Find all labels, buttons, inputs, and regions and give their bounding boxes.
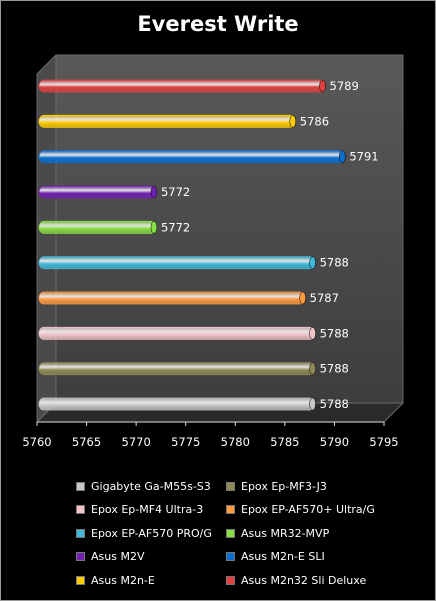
x-tick-label: 5785 — [270, 435, 299, 449]
bar-end-cap — [309, 397, 316, 411]
bar-value-label: 5786 — [300, 114, 329, 128]
legend-swatch — [226, 575, 235, 585]
legend-label: Epox EP-AF570+ Ultra/G — [241, 503, 375, 516]
legend-swatch — [226, 528, 235, 538]
legend-label: Epox Ep-MF4 Ultra-3 — [91, 503, 204, 516]
bar-end-cap — [289, 115, 297, 128]
bar-end-cap — [309, 362, 316, 375]
bar-5 — [38, 256, 316, 270]
bar-4 — [38, 291, 306, 305]
bar-value-label: 5788 — [320, 326, 349, 340]
legend-item: Epox EP-AF570+ Ultra/G — [226, 502, 375, 518]
bar-2 — [38, 362, 316, 376]
bar-6 — [38, 220, 158, 234]
x-tick-label: 5780 — [221, 435, 250, 449]
bar-body — [38, 150, 345, 164]
bar-value-label: 5788 — [320, 256, 349, 270]
x-tick-label: 5775 — [171, 435, 200, 449]
bar-9 — [38, 114, 297, 128]
x-tick-label: 5760 — [22, 435, 51, 449]
legend-swatch — [76, 552, 85, 561]
bar-value-label: 5772 — [161, 220, 190, 234]
bar-end-cap — [150, 221, 158, 234]
bar-8 — [38, 150, 346, 164]
legend-label: Asus M2n-E — [91, 573, 155, 587]
legend-label: Asus M2n-E SLI — [241, 550, 325, 563]
legend-item: Asus M2n-E — [76, 572, 155, 588]
bar-body — [38, 291, 306, 305]
bar-body — [38, 397, 316, 411]
legend-label: Asus M2V — [91, 550, 145, 563]
bar-end-cap — [319, 79, 326, 93]
legend-swatch — [76, 481, 85, 491]
bar-value-label: 5772 — [161, 185, 190, 199]
bar-value-label: 5787 — [310, 291, 339, 305]
legend-label: Epox Ep-MF3-J3 — [241, 479, 327, 493]
bar-3 — [38, 326, 316, 340]
legend-label: Asus M2n32 Sli Deluxe — [241, 573, 367, 587]
legend-item: Epox Ep-MF4 Ultra-3 — [76, 502, 203, 518]
legend-item: Asus M2V — [76, 549, 144, 565]
bar-1 — [38, 397, 316, 411]
bar-body — [38, 256, 316, 270]
chart-title: Everest Write — [137, 12, 299, 36]
legend-swatch — [226, 552, 235, 561]
bar-end-cap — [309, 256, 316, 269]
bar-value-label: 5789 — [330, 79, 359, 93]
legend-label: Epox EP-AF570 PRO/G — [91, 526, 212, 540]
legend-swatch — [226, 481, 235, 491]
bar-value-label: 5788 — [320, 362, 349, 376]
bar-end-cap — [150, 185, 158, 199]
bar-end-cap — [339, 150, 346, 163]
x-tick-label: 5790 — [320, 435, 349, 449]
x-tick-label: 5770 — [122, 435, 151, 449]
bar-10 — [38, 79, 326, 93]
legend-label: Asus MR32-MVP — [241, 526, 330, 540]
bar-body — [38, 220, 157, 234]
bar-value-label: 5791 — [349, 150, 378, 164]
legend-item: Epox EP-AF570 PRO/G — [76, 525, 212, 541]
bar-end-cap — [309, 327, 316, 340]
bar-body — [38, 185, 157, 199]
legend-item: Asus M2n-E SLI — [226, 549, 325, 565]
x-tick-label: 5795 — [369, 435, 398, 449]
bar-end-cap — [299, 291, 306, 305]
legend-item: Epox Ep-MF3-J3 — [226, 478, 327, 494]
bar-body — [38, 362, 316, 376]
legend-swatch — [76, 528, 85, 538]
legend-item: Asus MR32-MVP — [226, 525, 329, 541]
legend-label: Gigabyte Ga-M55s-S3 — [91, 479, 211, 493]
bar-7 — [38, 185, 158, 199]
bar-body — [38, 79, 325, 93]
legend-swatch — [76, 505, 85, 514]
legend-swatch — [226, 505, 235, 514]
x-tick-label: 5765 — [72, 435, 101, 449]
legend-item: Asus M2n32 Sli Deluxe — [226, 572, 366, 588]
bar-body — [38, 326, 316, 340]
legend-swatch — [76, 575, 85, 585]
legend-item: Gigabyte Ga-M55s-S3 — [76, 478, 211, 494]
bar-value-label: 5788 — [320, 397, 349, 411]
bar-body — [38, 114, 296, 128]
